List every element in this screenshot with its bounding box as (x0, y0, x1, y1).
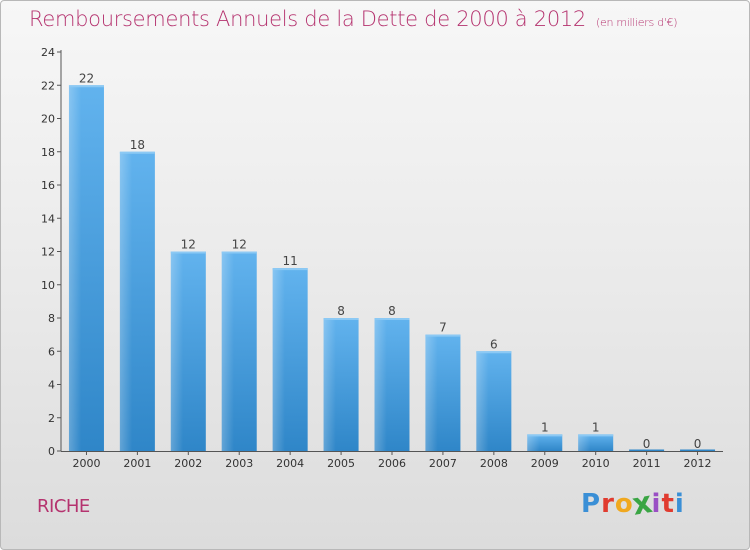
y-tick-label: 14 (41, 212, 55, 225)
logo-letter: o (614, 489, 634, 519)
data-label: 12 (232, 238, 247, 252)
x-tick-label: 2012 (684, 457, 712, 470)
x-tick-label: 2003 (225, 457, 253, 470)
data-label: 8 (388, 304, 396, 318)
y-tick-label: 24 (41, 46, 55, 59)
y-tick-label: 16 (41, 179, 55, 192)
bar-highlight (68, 85, 82, 451)
x-tick-label: 2006 (378, 457, 406, 470)
x-tick-label: 2009 (531, 457, 559, 470)
x-tick-label: 2008 (480, 457, 508, 470)
y-tick-label: 12 (41, 246, 55, 259)
data-label: 8 (337, 304, 345, 318)
y-tick-label: 18 (41, 146, 55, 159)
data-label: 1 (592, 420, 600, 434)
x-tick-label: 2005 (327, 457, 355, 470)
data-label: 6 (490, 337, 498, 351)
x-tick-label: 2011 (633, 457, 661, 470)
logo-letter: P (581, 489, 602, 519)
bar-top-edge (476, 351, 512, 354)
x-tick-label: 2004 (276, 457, 304, 470)
bar-highlight (374, 318, 387, 451)
bar-2012 (680, 449, 716, 451)
bar-top-edge (578, 434, 614, 437)
bar-highlight (119, 151, 133, 451)
bar-highlight (425, 334, 438, 451)
bar-2011 (629, 449, 665, 451)
logo-letter: t (661, 489, 675, 519)
logo-letter: i (674, 489, 685, 519)
bar-highlight (476, 351, 489, 451)
proxiti-logo[interactable]: Proxiti (581, 485, 685, 523)
x-tick-label: 2007 (429, 457, 457, 470)
x-tick-label: 2010 (582, 457, 610, 470)
chart-subtitle: (en milliers d'€) (596, 16, 678, 29)
y-tick-label: 8 (48, 312, 55, 325)
data-label: 7 (439, 321, 447, 335)
y-tick-label: 20 (41, 113, 55, 126)
bar-top-edge (323, 318, 359, 320)
bar-top-edge (170, 251, 206, 254)
x-tick-label: 2000 (72, 457, 100, 470)
chart-title: Remboursements Annuels de la Dette de 20… (29, 7, 677, 31)
chart-title-text: Remboursements Annuels de la Dette de 20… (29, 7, 586, 31)
y-tick-label: 4 (48, 379, 55, 392)
bar-top-edge (221, 251, 257, 254)
data-label: 12 (181, 238, 196, 252)
bar-top-edge (425, 334, 461, 337)
y-tick-label: 10 (41, 279, 55, 292)
logo-letter: r (601, 489, 615, 519)
x-tick-label: 2001 (123, 457, 151, 470)
bar-highlight (578, 434, 591, 451)
y-tick-label: 6 (48, 345, 55, 358)
data-label: 0 (694, 437, 702, 451)
bar-top-edge (119, 151, 155, 154)
bar-top-edge (527, 434, 563, 437)
bar-highlight (170, 251, 184, 451)
data-label: 11 (283, 254, 298, 268)
data-label: 18 (130, 138, 145, 152)
data-label: 0 (643, 437, 651, 451)
bar-highlight (272, 268, 285, 451)
bar-highlight (323, 318, 336, 451)
bar-top-edge (68, 85, 104, 88)
data-label: 1 (541, 420, 549, 434)
chart-bars (68, 85, 716, 451)
data-label: 22 (79, 71, 94, 85)
bar-top-edge (374, 318, 410, 320)
x-tick-label: 2002 (174, 457, 202, 470)
y-tick-label: 0 (48, 445, 55, 458)
bar-top-edge (272, 268, 308, 271)
town-name: RICHE (37, 496, 90, 517)
bar-highlight (527, 434, 540, 451)
bar-highlight (221, 251, 234, 451)
y-tick-label: 2 (48, 412, 55, 425)
logo-letter: i (651, 489, 662, 519)
y-tick-label: 22 (41, 79, 55, 92)
